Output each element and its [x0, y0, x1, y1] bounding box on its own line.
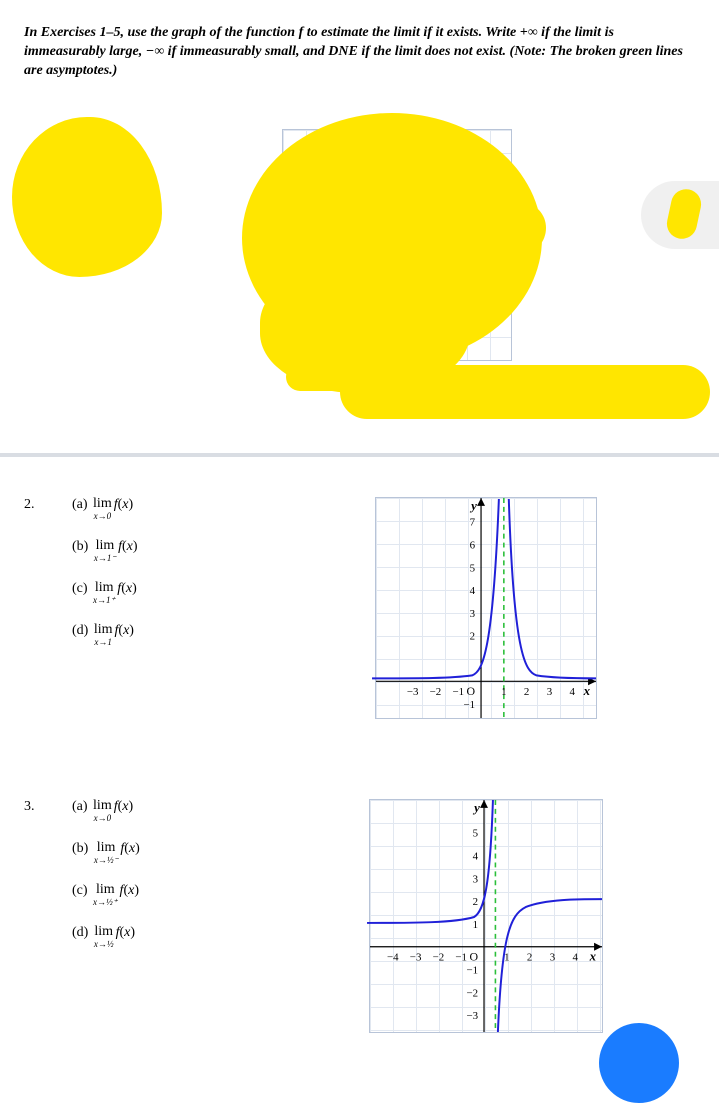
- svg-text:6: 6: [469, 539, 475, 551]
- svg-text:4: 4: [572, 951, 578, 963]
- svg-text:5: 5: [472, 827, 478, 839]
- limit-expression: (c) limx→½⁺f(x): [72, 883, 252, 907]
- svg-text:3: 3: [549, 951, 555, 963]
- svg-text:−2: −2: [466, 987, 478, 999]
- svg-text:y: y: [472, 801, 480, 815]
- svg-text:x: x: [588, 949, 596, 963]
- problem-number: 3.: [24, 799, 48, 815]
- svg-text:1: 1: [472, 919, 477, 931]
- svg-text:4: 4: [472, 850, 478, 862]
- problem-parts: (a) limx→0f(x) (b) limx→½⁻f(x) (c) limx→½⁺…: [72, 799, 252, 967]
- svg-text:−3: −3: [409, 951, 421, 963]
- svg-text:1: 1: [501, 686, 506, 698]
- limit-expression: (a) limx→0f(x): [72, 799, 252, 823]
- svg-text:2: 2: [523, 686, 528, 698]
- help-button[interactable]: [599, 1023, 679, 1103]
- chart-container: −3 −2 −1 1 2 3 4 −1 2 3 4 5 6 7 Oy x: [276, 497, 695, 719]
- svg-text:O: O: [469, 949, 478, 963]
- highlight-mark: [12, 117, 162, 277]
- svg-text:4: 4: [469, 585, 475, 597]
- svg-text:2: 2: [469, 630, 474, 642]
- svg-text:3: 3: [472, 873, 478, 885]
- svg-text:−2: −2: [432, 951, 444, 963]
- svg-text:3: 3: [469, 608, 475, 620]
- svg-text:3: 3: [546, 686, 552, 698]
- svg-text:2: 2: [526, 951, 531, 963]
- svg-text:4: 4: [569, 686, 575, 698]
- limit-expression: (b) limx→1⁻f(x): [72, 539, 252, 563]
- svg-text:−1: −1: [463, 699, 475, 711]
- svg-text:5: 5: [469, 562, 475, 574]
- function-graph: −3 −2 −1 1 2 3 4 −1 2 3 4 5 6 7 Oy x: [375, 497, 597, 719]
- highlight-mark: [340, 365, 710, 419]
- svg-text:−3: −3: [466, 1010, 478, 1022]
- function-graph: −4 −3 −2 −1 1 2 3 4 −3 −2 −1 1 2 3 4 5 Oy x: [369, 799, 603, 1033]
- limit-expression: (b) limx→½⁻f(x): [72, 841, 252, 865]
- svg-text:−3: −3: [406, 686, 418, 698]
- highlight-mark: [286, 363, 346, 391]
- problem-row: 3. (a) limx→0f(x) (b) limx→½⁻f(x) (c) limx→…: [0, 759, 719, 1073]
- svg-text:−2: −2: [429, 686, 441, 698]
- limit-expression: (d) limx→½f(x): [72, 925, 252, 949]
- svg-text:−1: −1: [455, 951, 467, 963]
- highlight-mark: [500, 203, 546, 253]
- limit-expression: (d) limx→1f(x): [72, 623, 252, 647]
- svg-text:O: O: [466, 684, 475, 698]
- problem-parts: (a) limx→0f(x) (b) limx→1⁻f(x) (c) limx→1⁺…: [72, 497, 252, 665]
- problem-1-region: [0, 93, 719, 453]
- side-tool-bubble[interactable]: [641, 181, 719, 249]
- svg-text:y: y: [469, 499, 477, 513]
- problem-row: 2. (a) limx→0f(x) (b) limx→1⁻f(x) (c) limx→…: [0, 457, 719, 759]
- svg-text:−1: −1: [452, 686, 464, 698]
- svg-text:2: 2: [472, 896, 477, 908]
- problem-number: 2.: [24, 497, 48, 513]
- svg-text:1: 1: [504, 951, 509, 963]
- svg-text:x: x: [582, 684, 590, 698]
- svg-text:7: 7: [469, 516, 475, 528]
- svg-text:−1: −1: [466, 964, 478, 976]
- instructions-text: In Exercises 1–5, use the graph of the f…: [0, 0, 719, 93]
- limit-expression: (c) limx→1⁺f(x): [72, 581, 252, 605]
- limit-expression: (a) limx→0f(x): [72, 497, 252, 521]
- svg-text:−4: −4: [387, 951, 399, 963]
- chart-container: −4 −3 −2 −1 1 2 3 4 −3 −2 −1 1 2 3 4 5 Oy x: [276, 799, 695, 1033]
